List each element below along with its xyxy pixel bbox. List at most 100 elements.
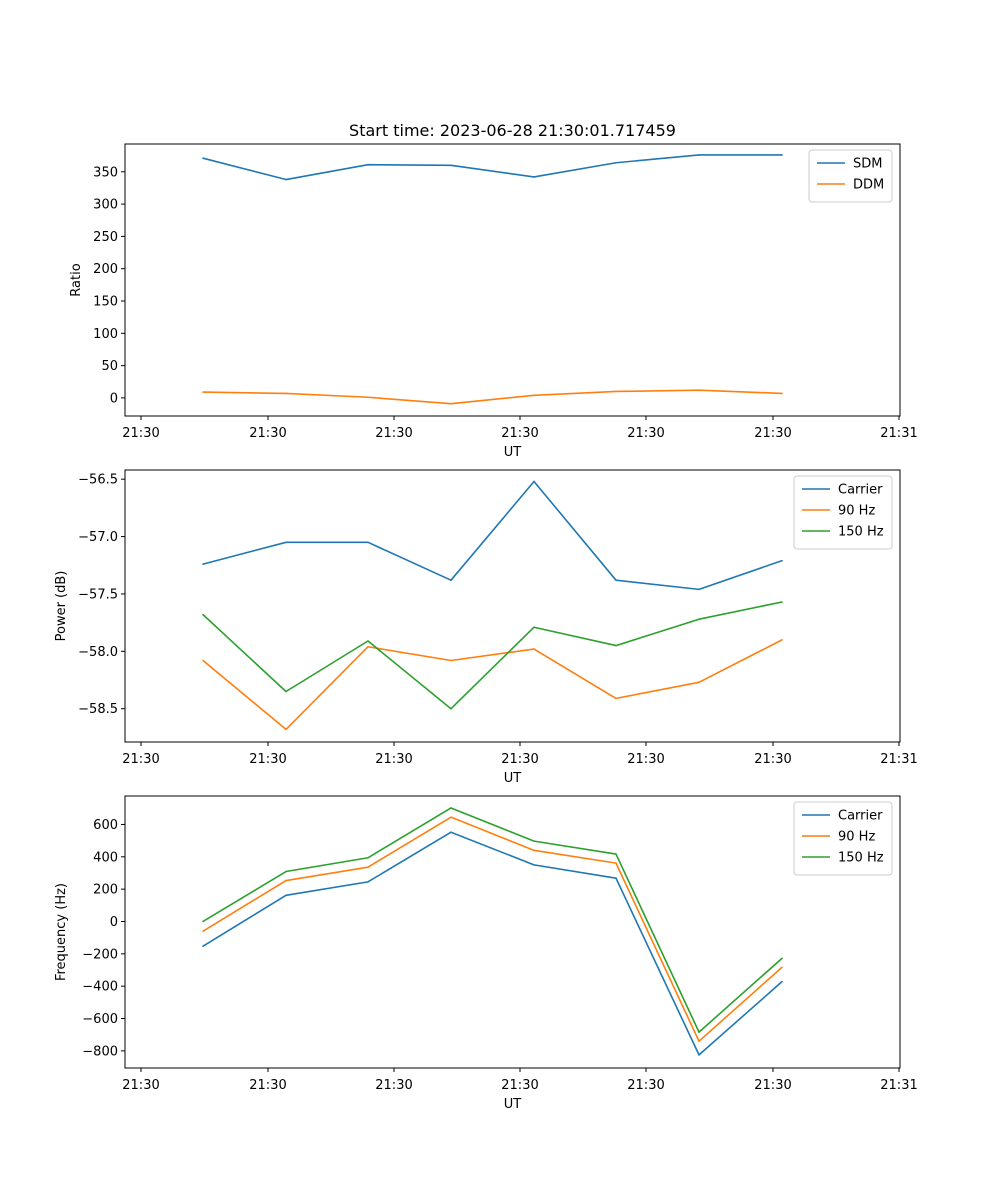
x-tick-label: 21:30 — [627, 752, 664, 767]
data-point — [698, 681, 700, 684]
y-tick-label: 200 — [93, 883, 118, 898]
data-point — [615, 862, 617, 864]
data-point — [367, 163, 369, 166]
series-line-ddm — [202, 389, 783, 405]
data-point — [533, 480, 535, 483]
y-tick-label: 150 — [93, 294, 118, 309]
legend: Carrier 90 Hz 150 Hz — [793, 801, 893, 876]
series-line-carrier — [202, 831, 783, 1056]
y-axis-label: Frequency (Hz) — [54, 883, 69, 981]
data-point — [533, 394, 535, 397]
x-tick-label: 21:30 — [501, 1078, 538, 1093]
data-point — [781, 980, 783, 983]
data-point — [367, 640, 369, 642]
y-tick-label: −600 — [82, 1012, 118, 1027]
data-point — [615, 853, 617, 855]
data-point — [781, 392, 783, 395]
data-point — [202, 157, 204, 160]
y-tick-label: 0 — [110, 915, 118, 930]
data-point — [450, 402, 452, 405]
axes-frame — [124, 795, 901, 1069]
subplot-2: 21:30 21:30 21:30 21:30 21:30 21:30 21:31 −58.5… — [54, 469, 918, 786]
y-tick-label: 400 — [93, 850, 118, 865]
x-tick-label: 21:31 — [880, 1078, 917, 1093]
data-point — [285, 178, 287, 181]
data-point — [533, 849, 535, 852]
y-tick-label: −200 — [82, 947, 118, 962]
data-point — [698, 588, 700, 591]
data-point — [202, 945, 204, 948]
data-point — [615, 697, 617, 700]
y-tick-label: 0 — [110, 391, 118, 406]
data-point — [533, 626, 535, 629]
x-axis-label: UT — [504, 771, 522, 786]
data-point — [698, 1054, 700, 1056]
x-tick-label: 21:30 — [249, 752, 286, 767]
legend-label: 90 Hz — [838, 504, 875, 519]
x-axis-label: UT — [504, 445, 522, 460]
x-tick-label: 21:30 — [627, 1078, 664, 1093]
x-axis-label: UT — [504, 1097, 522, 1112]
data-point — [698, 618, 700, 620]
data-point — [450, 816, 452, 818]
data-point — [202, 659, 204, 662]
data-point — [615, 579, 617, 581]
legend-label: 150 Hz — [838, 525, 884, 540]
data-point — [202, 613, 204, 616]
axes-frame — [124, 143, 901, 417]
data-point — [781, 966, 783, 969]
y-tick-label: −800 — [82, 1044, 118, 1059]
x-tick-label: 21:30 — [627, 426, 664, 441]
x-tick-label: 21:30 — [122, 426, 159, 441]
x-tick-label: 21:30 — [375, 1078, 412, 1093]
data-point — [367, 856, 369, 859]
data-point — [450, 579, 452, 581]
data-point — [285, 690, 287, 693]
figure-title: Start time: 2023-06-28 21:30:01.717459 — [349, 121, 676, 140]
legend-label: Carrier — [838, 809, 883, 824]
series-line-carrier — [202, 480, 783, 591]
data-point — [450, 831, 452, 834]
data-point — [367, 396, 369, 399]
x-tick-label: 21:30 — [501, 426, 538, 441]
legend: SDM DDM — [808, 149, 893, 203]
data-point — [367, 881, 369, 883]
data-point — [781, 639, 783, 641]
legend-label: 150 Hz — [838, 851, 884, 866]
data-point — [698, 389, 700, 391]
data-point — [533, 840, 535, 842]
x-tick-label: 21:30 — [501, 752, 538, 767]
data-point — [285, 541, 287, 544]
y-tick-label: −57.0 — [78, 530, 118, 545]
data-point — [781, 559, 783, 562]
data-point — [202, 920, 204, 923]
subplot-3: 21:30 21:30 21:30 21:30 21:30 21:30 21:31 −800 −… — [54, 795, 918, 1112]
x-tick-label: 21:30 — [249, 426, 286, 441]
data-point — [533, 864, 535, 866]
series-line-90-hz — [202, 639, 783, 731]
y-tick-label: −56.5 — [78, 473, 118, 488]
data-point — [450, 659, 452, 662]
data-point — [781, 154, 783, 156]
data-point — [285, 392, 287, 395]
data-point — [615, 161, 617, 164]
data-point — [202, 930, 204, 932]
series-line-sdm — [202, 154, 782, 181]
data-point — [533, 648, 535, 650]
data-point — [698, 1040, 700, 1042]
legend-label: 90 Hz — [838, 830, 875, 845]
data-point — [202, 563, 204, 565]
x-tick-label: 21:30 — [375, 752, 412, 767]
data-point — [450, 164, 452, 167]
data-point — [367, 645, 369, 648]
series-line-90-hz — [202, 816, 783, 1042]
y-tick-label: −400 — [82, 980, 118, 995]
y-tick-label: 350 — [93, 165, 118, 180]
y-tick-label: −58.0 — [78, 645, 118, 660]
data-point — [615, 390, 617, 393]
data-point — [781, 957, 783, 960]
data-point — [202, 391, 204, 393]
y-tick-label: −57.5 — [78, 587, 118, 602]
y-axis-label: Ratio — [69, 263, 84, 296]
